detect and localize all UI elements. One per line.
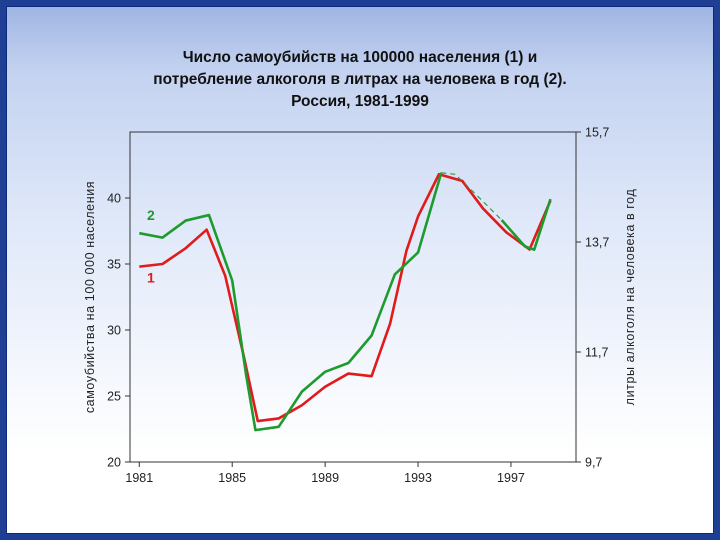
y-right-tick-label: 13,7 <box>585 236 609 250</box>
series-1: 1 <box>139 172 552 423</box>
x-axis-ticks: 1981 1985 1989 1993 1997 <box>125 462 525 485</box>
series-2-line <box>139 172 443 432</box>
y-axis-left-label: самоубийства на 100 000 населения <box>83 181 97 413</box>
chart-title: Число самоубийств на 100000 населения (1… <box>153 49 566 110</box>
x-tick-label: 1989 <box>311 471 339 485</box>
x-tick-label: 1981 <box>125 471 153 485</box>
y-right-tick-label: 15,7 <box>585 126 609 140</box>
chart-title-line-2: потребление алкоголя в литрах на человек… <box>153 71 566 88</box>
x-tick-label: 1985 <box>218 471 246 485</box>
series-1-line <box>139 172 552 423</box>
chart-title-line-3: Россия, 1981-1999 <box>291 93 429 110</box>
series-2-line-end <box>500 198 552 251</box>
y-left-tick-label: 25 <box>107 390 121 404</box>
x-tick-label: 1997 <box>497 471 525 485</box>
y-right-tick-label: 11,7 <box>585 346 608 360</box>
y-axis-right-ticks: 9,7 11,7 13,7 15,7 <box>576 126 609 470</box>
y-axis-right-label: литры алкоголя на человека в год <box>623 189 637 406</box>
chart-title-line-1: Число самоубийств на 100000 населения (1… <box>183 49 538 66</box>
x-tick-label: 1993 <box>404 471 432 485</box>
plot-area <box>129 131 577 463</box>
y-left-tick-label: 35 <box>107 258 121 272</box>
y-left-tick-label: 40 <box>107 192 121 206</box>
y-left-tick-label: 20 <box>107 456 121 470</box>
y-left-tick-label: 30 <box>107 324 121 338</box>
slide-background <box>6 6 714 534</box>
series-2-label: 2 <box>147 207 155 223</box>
series-2: 2 <box>139 172 552 432</box>
series-layer: 12 <box>139 172 552 432</box>
y-axis-left-ticks: 20 25 30 35 40 <box>107 192 130 470</box>
series-1-label: 1 <box>147 269 155 285</box>
series-2-dashed-line <box>441 172 503 221</box>
y-right-tick-label: 9,7 <box>585 456 602 470</box>
